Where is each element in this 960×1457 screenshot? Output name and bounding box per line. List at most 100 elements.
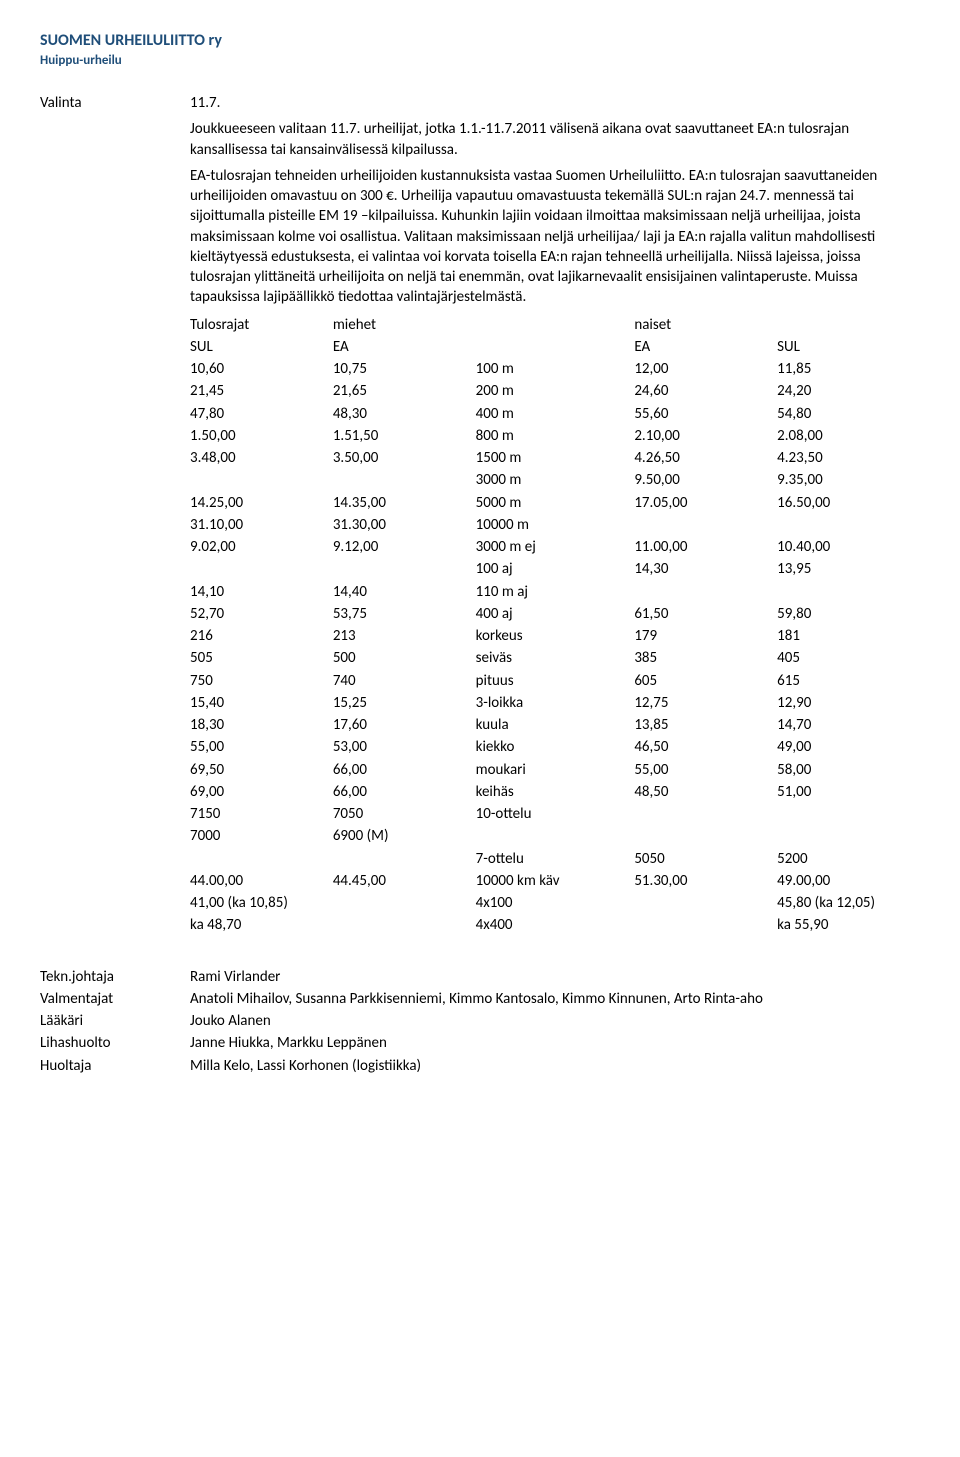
cell-em: 1.51,50: [333, 425, 476, 447]
cell-sw: 2.08,00: [777, 425, 920, 447]
cell-ew: [634, 514, 777, 536]
cell-ev: 3000 m: [476, 469, 635, 491]
cell-em: 53,00: [333, 736, 476, 758]
cell-sm: 7150: [190, 803, 333, 825]
cell-ew: [634, 892, 777, 914]
staff-block: Tekn.johtajaRami VirlanderValmentajatAna…: [40, 967, 920, 1076]
cell-ew: 11.00,00: [634, 536, 777, 558]
cell-sw: 615: [777, 670, 920, 692]
cell-sm: 14,10: [190, 581, 333, 603]
table-row: 15,4015,253-loikka12,7512,90: [190, 692, 920, 714]
cell-sw: 49.00,00: [777, 870, 920, 892]
cell-ev: pituus: [476, 670, 635, 692]
org-title: SUOMEN URHEILULIITTO ry: [40, 30, 920, 52]
selection-paragraph-1: Joukkueeseen valitaan 11.7. urheilijat, …: [190, 119, 920, 160]
table-row: 3.48,003.50,001500 m4.26,504.23,50: [190, 447, 920, 469]
cell-em: 15,25: [333, 692, 476, 714]
cell-ev: 100 aj: [476, 558, 635, 580]
staff-label: Tekn.johtaja: [40, 967, 190, 987]
cell-sw: 405: [777, 647, 920, 669]
staff-body: Milla Kelo, Lassi Korhonen (logistiikka): [190, 1056, 920, 1076]
table-row: 750740pituus605615: [190, 670, 920, 692]
cell-ev: [476, 825, 635, 847]
cell-em: [333, 892, 476, 914]
cell-ew: 55,60: [634, 403, 777, 425]
cell-sw: 5200: [777, 848, 920, 870]
cell-em: 213: [333, 625, 476, 647]
header-sul-w: SUL: [777, 336, 920, 358]
cell-em: 44.45,00: [333, 870, 476, 892]
table-row: 14.25,0014.35,005000 m17.05,0016.50,00: [190, 492, 920, 514]
cell-em: [333, 848, 476, 870]
cell-ew: 385: [634, 647, 777, 669]
cell-sw: [777, 825, 920, 847]
cell-sw: 13,95: [777, 558, 920, 580]
results-table: Tulosrajat miehet naiset SUL EA EA SUL 1…: [190, 314, 920, 937]
cell-ew: 5050: [634, 848, 777, 870]
cell-ew: [634, 581, 777, 603]
table-row: 505500seiväs385405: [190, 647, 920, 669]
staff-row: LääkäriJouko Alanen: [40, 1011, 920, 1031]
cell-sm: 9.02,00: [190, 536, 333, 558]
cell-ev: 4x100: [476, 892, 635, 914]
cell-sm: 750: [190, 670, 333, 692]
cell-sw: 4.23,50: [777, 447, 920, 469]
table-row: 7-ottelu50505200: [190, 848, 920, 870]
table-row: 100 aj14,3013,95: [190, 558, 920, 580]
cell-sm: 216: [190, 625, 333, 647]
cell-sm: 10,60: [190, 358, 333, 380]
cell-ew: 55,00: [634, 759, 777, 781]
staff-row: LihashuoltoJanne Hiukka, Markku Leppänen: [40, 1033, 920, 1053]
org-subtitle: Huippu-urheilu: [40, 52, 920, 70]
cell-em: 14,40: [333, 581, 476, 603]
cell-em: 31.30,00: [333, 514, 476, 536]
cell-ew: 51.30,00: [634, 870, 777, 892]
table-row: 55,0053,00kiekko46,5049,00: [190, 736, 920, 758]
cell-ev: 5000 m: [476, 492, 635, 514]
header-sul-m: SUL: [190, 336, 333, 358]
selection-paragraph-2: EA-tulosrajan tehneiden urheilijoiden ku…: [190, 166, 920, 308]
cell-ew: 13,85: [634, 714, 777, 736]
header-naiset: naiset: [634, 314, 777, 336]
cell-ew: 46,50: [634, 736, 777, 758]
cell-em: 500: [333, 647, 476, 669]
cell-em: 740: [333, 670, 476, 692]
section-label: Valinta: [40, 93, 190, 937]
cell-em: 66,00: [333, 781, 476, 803]
staff-label: Huoltaja: [40, 1056, 190, 1076]
table-row: 44.00,0044.45,0010000 km käv51.30,0049.0…: [190, 870, 920, 892]
cell-sm: 47,80: [190, 403, 333, 425]
table-row: 3000 m9.50,009.35,00: [190, 469, 920, 491]
cell-ev: 4x400: [476, 914, 635, 936]
table-row: 14,1014,40110 m aj: [190, 581, 920, 603]
cell-sw: 24,20: [777, 380, 920, 402]
staff-row: ValmentajatAnatoli Mihailov, Susanna Par…: [40, 989, 920, 1009]
cell-sw: [777, 581, 920, 603]
staff-row: Tekn.johtajaRami Virlander: [40, 967, 920, 987]
table-row: 41,00 (ka 10,85)4x10045,80 (ka 12,05): [190, 892, 920, 914]
cell-ew: 2.10,00: [634, 425, 777, 447]
cell-ev: kiekko: [476, 736, 635, 758]
cell-em: 9.12,00: [333, 536, 476, 558]
cell-sm: 1.50,00: [190, 425, 333, 447]
cell-sm: 69,00: [190, 781, 333, 803]
cell-sw: 58,00: [777, 759, 920, 781]
cell-sw: 59,80: [777, 603, 920, 625]
staff-body: Rami Virlander: [190, 967, 920, 987]
cell-sm: [190, 558, 333, 580]
cell-ev: 3-loikka: [476, 692, 635, 714]
table-row: 69,5066,00moukari55,0058,00: [190, 759, 920, 781]
cell-sw: 16.50,00: [777, 492, 920, 514]
cell-sm: 41,00 (ka 10,85): [190, 892, 333, 914]
cell-sm: 52,70: [190, 603, 333, 625]
cell-sw: 12,90: [777, 692, 920, 714]
staff-body: Anatoli Mihailov, Susanna Parkkisenniemi…: [190, 989, 920, 1009]
cell-sw: 11,85: [777, 358, 920, 380]
table-row: ka 48,704x400ka 55,90: [190, 914, 920, 936]
header-tulosrajat: Tulosrajat: [190, 314, 333, 336]
cell-em: 7050: [333, 803, 476, 825]
cell-ew: 48,50: [634, 781, 777, 803]
cell-ew: [634, 825, 777, 847]
table-row: 21,4521,65200 m24,6024,20: [190, 380, 920, 402]
cell-em: [333, 469, 476, 491]
